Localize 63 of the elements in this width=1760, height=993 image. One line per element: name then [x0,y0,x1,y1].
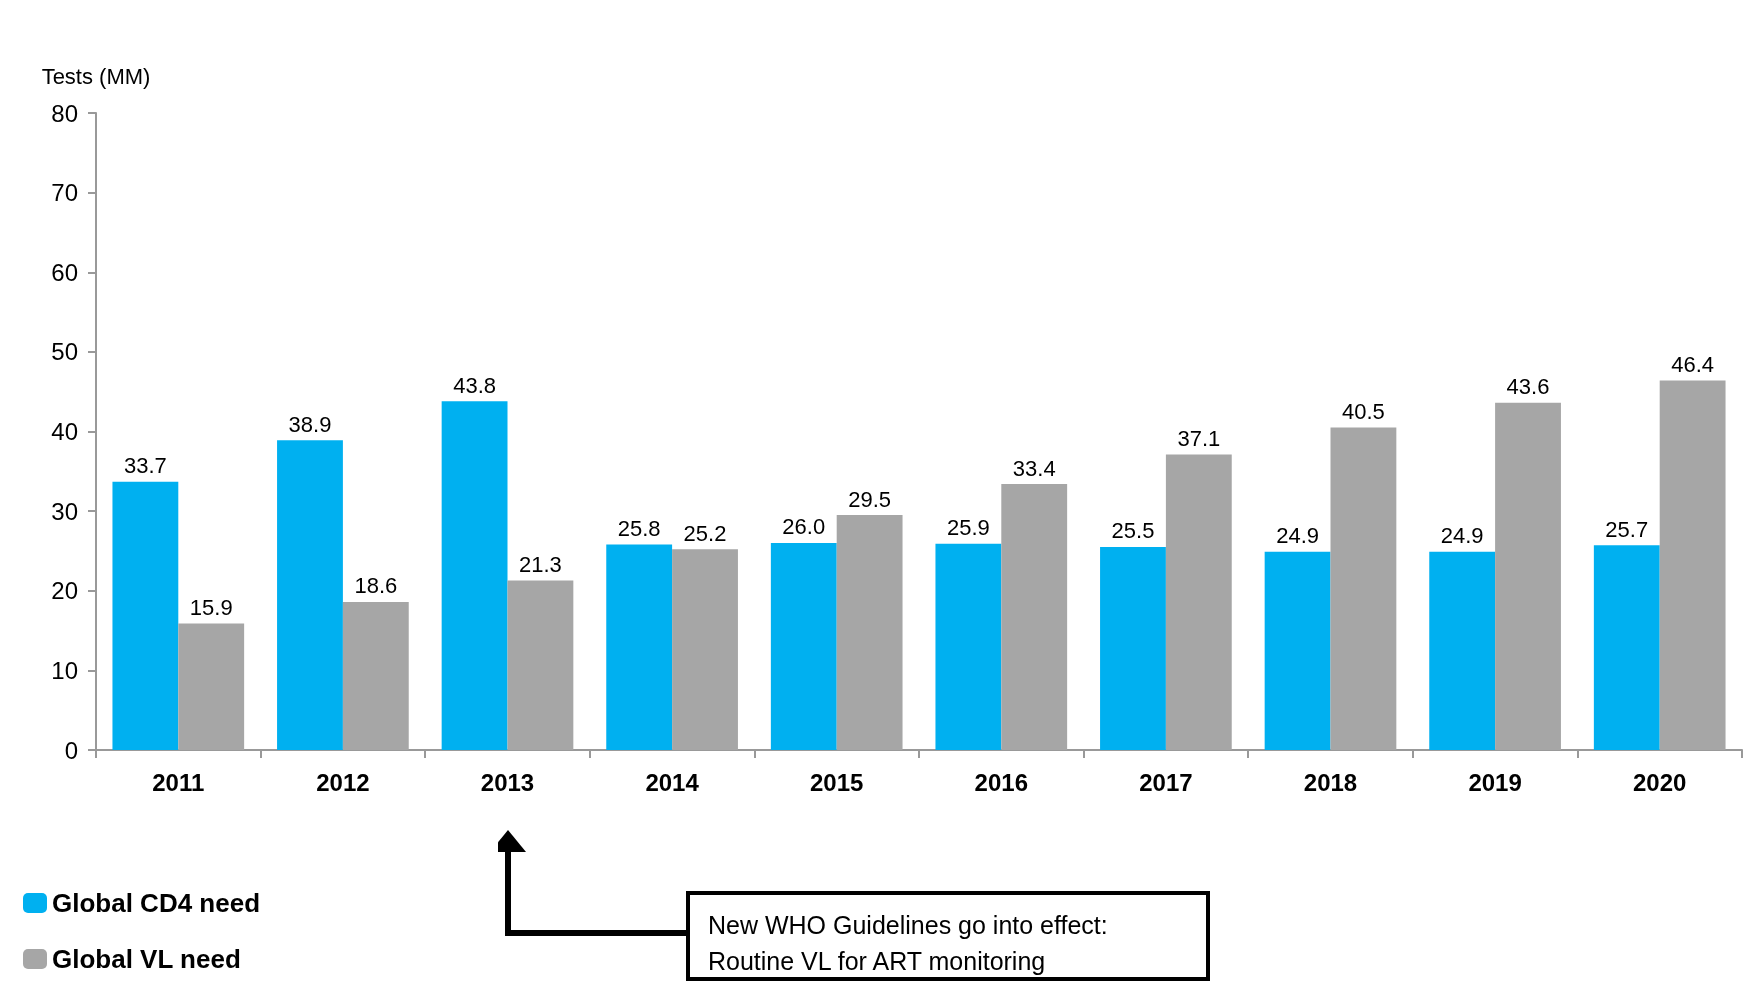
data-label: 33.7 [123,453,167,479]
data-label: 25.2 [683,520,727,546]
bar [770,542,837,750]
data-label: 15.9 [189,594,233,620]
data-label: 25.7 [1605,516,1649,542]
x-tick-label: 2014 [645,768,700,796]
bar [1593,545,1660,750]
data-label: 38.9 [288,411,332,437]
text: New WHO Guidelines go into effect: Routine VL for ART monitoring [708,911,1115,975]
data-label: 25.8 [617,516,661,542]
y-tick-label: 50 [51,338,78,366]
data-label: 24.9 [1440,523,1484,549]
bar [1429,551,1496,750]
x-tick-label: 2012 [316,768,370,796]
y-tick-label: 60 [51,258,78,286]
x-tick-label: 2016 [974,768,1028,796]
legend-label: Global CD4 need [52,888,261,918]
bar [507,580,574,750]
y-axis-title: Tests (MM) [41,63,151,89]
bar [441,401,508,750]
x-tick-label: 2019 [1468,768,1522,796]
data-label: 21.3 [519,551,562,577]
y-tick-label: 10 [51,656,78,684]
y-tick-label: 80 [51,99,78,127]
y-tick-label: 70 [51,179,78,207]
bar [836,515,903,750]
bar [112,481,179,750]
y-tick-label: 20 [51,577,78,605]
bar [1495,402,1561,750]
data-label: 37.1 [1177,426,1221,452]
x-tick-label: 2018 [1303,768,1358,796]
data-label: 43.8 [453,372,496,398]
y-tick-label: 30 [51,497,78,525]
x-tick-label: 2011 [152,768,205,796]
x-tick-label: 2015 [810,768,864,796]
data-label: 25.9 [946,515,990,541]
bar [1001,484,1068,750]
data-label: 29.5 [848,486,892,512]
data-label: 26.0 [782,514,826,540]
bar [672,549,738,750]
legend-label: Global VL need [52,944,241,974]
x-tick-label: 2020 [1633,768,1687,796]
data-label: 18.6 [354,573,398,599]
data-label: 46.4 [1671,352,1715,378]
x-tick-label: 2017 [1139,768,1193,796]
data-label: 40.5 [1342,399,1385,425]
bar [277,440,343,750]
y-tick-label: 0 [64,736,78,764]
x-tick-label: 2013 [480,768,535,796]
y-tick-label: 40 [51,418,78,445]
bar [342,601,409,750]
data-label: 24.9 [1276,523,1319,549]
data-label: 43.6 [1506,374,1550,400]
bar [606,544,673,750]
bar [1100,546,1166,750]
bar [935,543,1002,750]
bar [178,623,245,750]
bar [1330,427,1397,750]
bar [1165,454,1232,750]
bar [1264,551,1331,750]
bar [1659,380,1726,750]
data-label: 25.5 [1111,518,1155,544]
data-label: 33.4 [1012,455,1056,481]
